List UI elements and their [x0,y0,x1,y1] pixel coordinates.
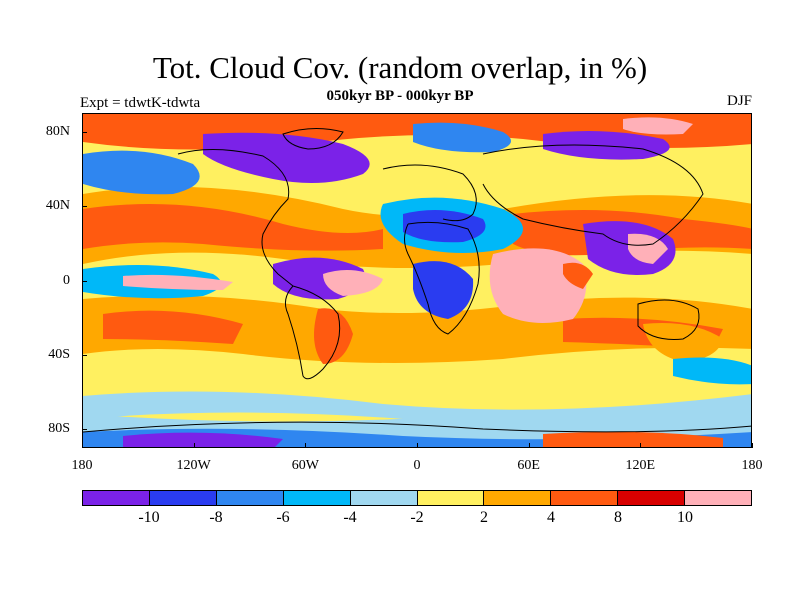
colorbar-label: 4 [547,509,555,526]
figure-subtitle: 050kyr BP - 000kyr BP [326,88,474,104]
colorbar-bin [484,491,552,505]
lon-label: 0 [413,458,421,473]
lat-label: 40S [48,346,70,362]
colorbar-label: 2 [480,509,488,526]
lon-label: 180 [71,458,93,473]
lon-tick [528,443,530,448]
lat-label: 40N [45,198,70,214]
colorbar-bin [283,491,351,505]
experiment-label: Expt = tdwtK-tdwta [80,95,201,111]
colorbar [82,490,752,506]
colorbar-bin [216,491,284,505]
cloud-cover-map [82,113,752,448]
lon-tick [417,443,418,448]
lat-label: 0 [63,272,70,288]
lat-label: 80S [48,421,70,437]
lat-tick [82,206,87,208]
lat-label: 80N [45,123,70,139]
lat-tick [82,280,87,282]
lon-tick [82,443,83,448]
lon-tick [193,443,195,448]
lon-tick [305,443,307,448]
lon-label: 180 [741,458,763,473]
lon-label: 60W [291,458,319,473]
lat-tick [82,131,87,133]
colorbar-label: 8 [614,509,622,526]
lon-label: 120W [176,458,211,473]
colorbar-label: 10 [677,509,693,526]
colorbar-label: -6 [276,509,290,526]
colorbar-bin [350,491,418,505]
colorbar-bin [618,491,686,505]
colorbar-label: -8 [209,509,223,526]
lon-tick [752,443,753,448]
colorbar-bin [417,491,485,505]
season-label: DJF [726,93,752,109]
colorbar-label: -2 [410,509,424,526]
figure-title: Tot. Cloud Cov. (random overlap, in %) [152,50,648,85]
lat-tick [82,354,87,356]
colorbar-bin [149,491,217,505]
lat-tick [82,429,87,431]
lon-label: 60E [517,458,540,473]
colorbar-bin [83,491,150,505]
colorbar-label: -10 [138,509,160,526]
lon-label: 120E [625,458,656,473]
colorbar-bin [685,491,752,505]
colorbar-label: -4 [343,509,357,526]
lon-tick [640,443,642,448]
colorbar-bin [551,491,619,505]
map-field [83,114,751,447]
